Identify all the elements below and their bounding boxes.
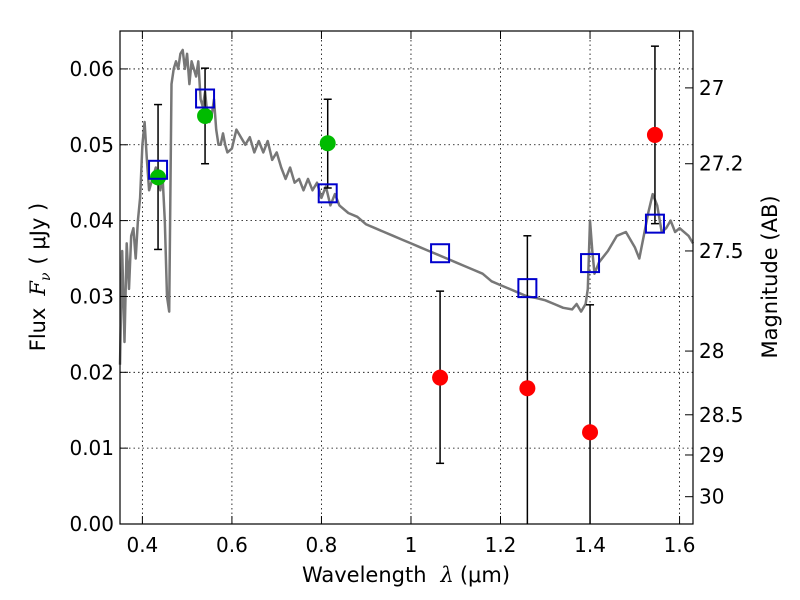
- model-photometry-point: [644, 213, 665, 234]
- y2-tick-label: 27.5: [699, 239, 744, 263]
- detections-point: [319, 135, 336, 152]
- y2-tick-label: 30: [699, 485, 724, 509]
- y2-tick-label: 29: [699, 443, 724, 467]
- axis-ticks: 0.4 0.6 0.8 1 1.2 1.4 1.6 0.00 0.01 0.02 0.03 0.04 0…: [69, 31, 744, 557]
- non-detections-point: [646, 126, 663, 143]
- y-axis-label: FluxFν( μJy ): [26, 203, 54, 351]
- y2-tick-label: 28.5: [699, 403, 744, 427]
- non-detections-point: [582, 424, 599, 441]
- model-photometry-point: [195, 88, 216, 109]
- x-tick-label: 1: [405, 533, 418, 557]
- y-tick-label: 0.03: [69, 284, 114, 308]
- y-tick-label: 0.01: [69, 436, 114, 460]
- x-tick-label: 0.6: [216, 533, 248, 557]
- data-markers: [148, 88, 665, 441]
- y-tick-label: 0.05: [69, 133, 114, 157]
- y-tick-label: 0.02: [69, 360, 114, 384]
- model-photometry-point: [317, 183, 338, 204]
- y2-tick-label: 28: [699, 339, 724, 363]
- model-photometry-point: [148, 159, 169, 180]
- x-tick-label: 1.4: [574, 533, 606, 557]
- model-photometry-point: [580, 253, 601, 274]
- y-tick-label: 0.06: [69, 57, 114, 81]
- model-photometry-point: [517, 278, 538, 299]
- model-photometry-point: [430, 243, 451, 264]
- non-detections-point: [519, 380, 536, 397]
- grid-lines: [120, 31, 693, 524]
- x-tick-label: 0.4: [126, 533, 158, 557]
- non-detections-point: [432, 369, 449, 386]
- detections-point: [150, 169, 167, 186]
- y-tick-label: 0.04: [69, 209, 114, 233]
- y2-tick-label: 27.2: [699, 152, 744, 176]
- x-tick-label: 1.2: [485, 533, 517, 557]
- y-tick-label: 0.00: [69, 512, 114, 536]
- plot-frame: [119, 30, 694, 525]
- model-spectrum-line: [118, 48, 695, 365]
- model-spectrum-layer: [118, 48, 695, 365]
- x-axis-label: Wavelength λ (μm): [302, 563, 510, 587]
- y2-axis-label: Magnitude (AB): [758, 195, 782, 358]
- error-bars: [154, 45, 659, 524]
- y2-tick-label: 27: [699, 76, 724, 100]
- x-tick-label: 1.6: [664, 533, 696, 557]
- detections-point: [197, 107, 214, 124]
- x-tick-label: 0.8: [306, 533, 338, 557]
